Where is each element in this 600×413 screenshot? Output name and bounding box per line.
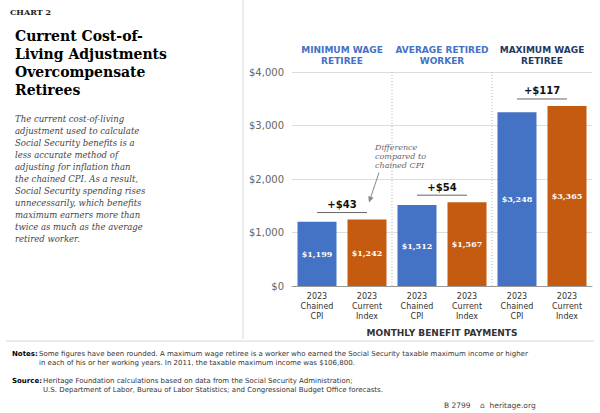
svg-text:CPI: CPI — [411, 312, 424, 321]
svg-text:2023: 2023 — [357, 292, 377, 301]
svg-text:CPI: CPI — [311, 312, 324, 321]
svg-text:2023: 2023 — [557, 292, 577, 301]
svg-text:unnecessarily, which benefits: unnecessarily, which benefits — [15, 198, 142, 208]
svg-text:maximum earners more than: maximum earners more than — [15, 210, 140, 220]
svg-text:Index: Index — [356, 312, 378, 321]
svg-text:$4,000: $4,000 — [249, 67, 284, 78]
svg-text:chained CPI: chained CPI — [375, 161, 425, 170]
svg-text:+$54: +$54 — [427, 182, 456, 193]
svg-text:Current Cost-of-: Current Cost-of- — [15, 28, 143, 44]
svg-text:AVERAGE RETIRED: AVERAGE RETIRED — [395, 45, 488, 55]
svg-text:Current: Current — [352, 302, 382, 311]
svg-text:Social Security spending rises: Social Security spending rises — [15, 186, 146, 196]
svg-text:⌂ heritage.org: ⌂ heritage.org — [480, 401, 536, 410]
svg-text:Some figures have been rounded: Some figures have been rounded. A maximu… — [39, 350, 528, 358]
svg-text:U.S. Department of Labor, Bure: U.S. Department of Labor, Bureau of Labo… — [43, 386, 383, 394]
svg-text:twice as much as the average: twice as much as the average — [15, 222, 143, 232]
svg-text:Retirees: Retirees — [15, 82, 81, 98]
svg-text:CPI: CPI — [511, 312, 524, 321]
svg-text:$3,248: $3,248 — [502, 194, 533, 204]
svg-text:Living Adjustments: Living Adjustments — [15, 46, 167, 62]
svg-text:CHART 2: CHART 2 — [10, 7, 51, 17]
svg-text:Index: Index — [556, 312, 578, 321]
svg-text:2023: 2023 — [407, 292, 427, 301]
svg-text:+$117: +$117 — [524, 85, 560, 96]
svg-text:Current: Current — [452, 302, 482, 311]
svg-text:RETIREE: RETIREE — [521, 56, 563, 66]
svg-text:RETIREE: RETIREE — [321, 56, 363, 66]
svg-text:WORKER: WORKER — [420, 56, 465, 66]
svg-text:Chained: Chained — [501, 302, 534, 311]
svg-text:The current cost-of-living: The current cost-of-living — [15, 114, 125, 124]
svg-text:MAXIMUM WAGE: MAXIMUM WAGE — [500, 45, 585, 55]
svg-text:$1,512: $1,512 — [402, 241, 433, 251]
svg-text:$1,199: $1,199 — [302, 249, 333, 259]
svg-text:in each of his or her working: in each of his or her working years. In … — [39, 359, 355, 367]
svg-text:less accurate method of: less accurate method of — [15, 150, 120, 160]
svg-text:adjusting for inflation than: adjusting for inflation than — [15, 162, 131, 172]
svg-text:Chained: Chained — [301, 302, 334, 311]
svg-text:Social Security benefits is a: Social Security benefits is a — [15, 138, 135, 148]
svg-text:Heritage Foundation calculatio: Heritage Foundation calculations based o… — [43, 377, 353, 385]
svg-text:$1,242: $1,242 — [352, 248, 383, 258]
svg-text:MINIMUM WAGE: MINIMUM WAGE — [301, 45, 383, 55]
svg-text:$2,000: $2,000 — [249, 174, 284, 185]
svg-text:2023: 2023 — [507, 292, 527, 301]
svg-text:$0: $0 — [271, 281, 284, 292]
svg-text:the chained CPI. As a result,: the chained CPI. As a result, — [15, 174, 138, 184]
svg-text:2023: 2023 — [457, 292, 477, 301]
svg-text:Source:: Source: — [12, 377, 42, 385]
svg-text:$3,365: $3,365 — [552, 191, 583, 201]
svg-text:2023: 2023 — [307, 292, 327, 301]
svg-text:retired worker.: retired worker. — [15, 234, 80, 244]
svg-text:adjustment used to calculate: adjustment used to calculate — [15, 126, 139, 136]
svg-text:MONTHLY BENEFIT PAYMENTS: MONTHLY BENEFIT PAYMENTS — [367, 328, 518, 338]
svg-text:Notes:: Notes: — [12, 350, 38, 358]
svg-text:$1,567: $1,567 — [452, 239, 483, 249]
svg-text:Chained: Chained — [401, 302, 434, 311]
svg-text:Difference: Difference — [374, 143, 418, 152]
svg-text:Current: Current — [552, 302, 582, 311]
svg-text:B 2799: B 2799 — [444, 401, 471, 410]
svg-text:Overcompensate: Overcompensate — [15, 64, 146, 80]
svg-text:+$43: +$43 — [327, 199, 356, 210]
svg-text:Index: Index — [456, 312, 478, 321]
svg-text:$1,000: $1,000 — [249, 227, 284, 238]
svg-text:$3,000: $3,000 — [249, 120, 284, 131]
svg-text:compared to: compared to — [375, 152, 426, 161]
